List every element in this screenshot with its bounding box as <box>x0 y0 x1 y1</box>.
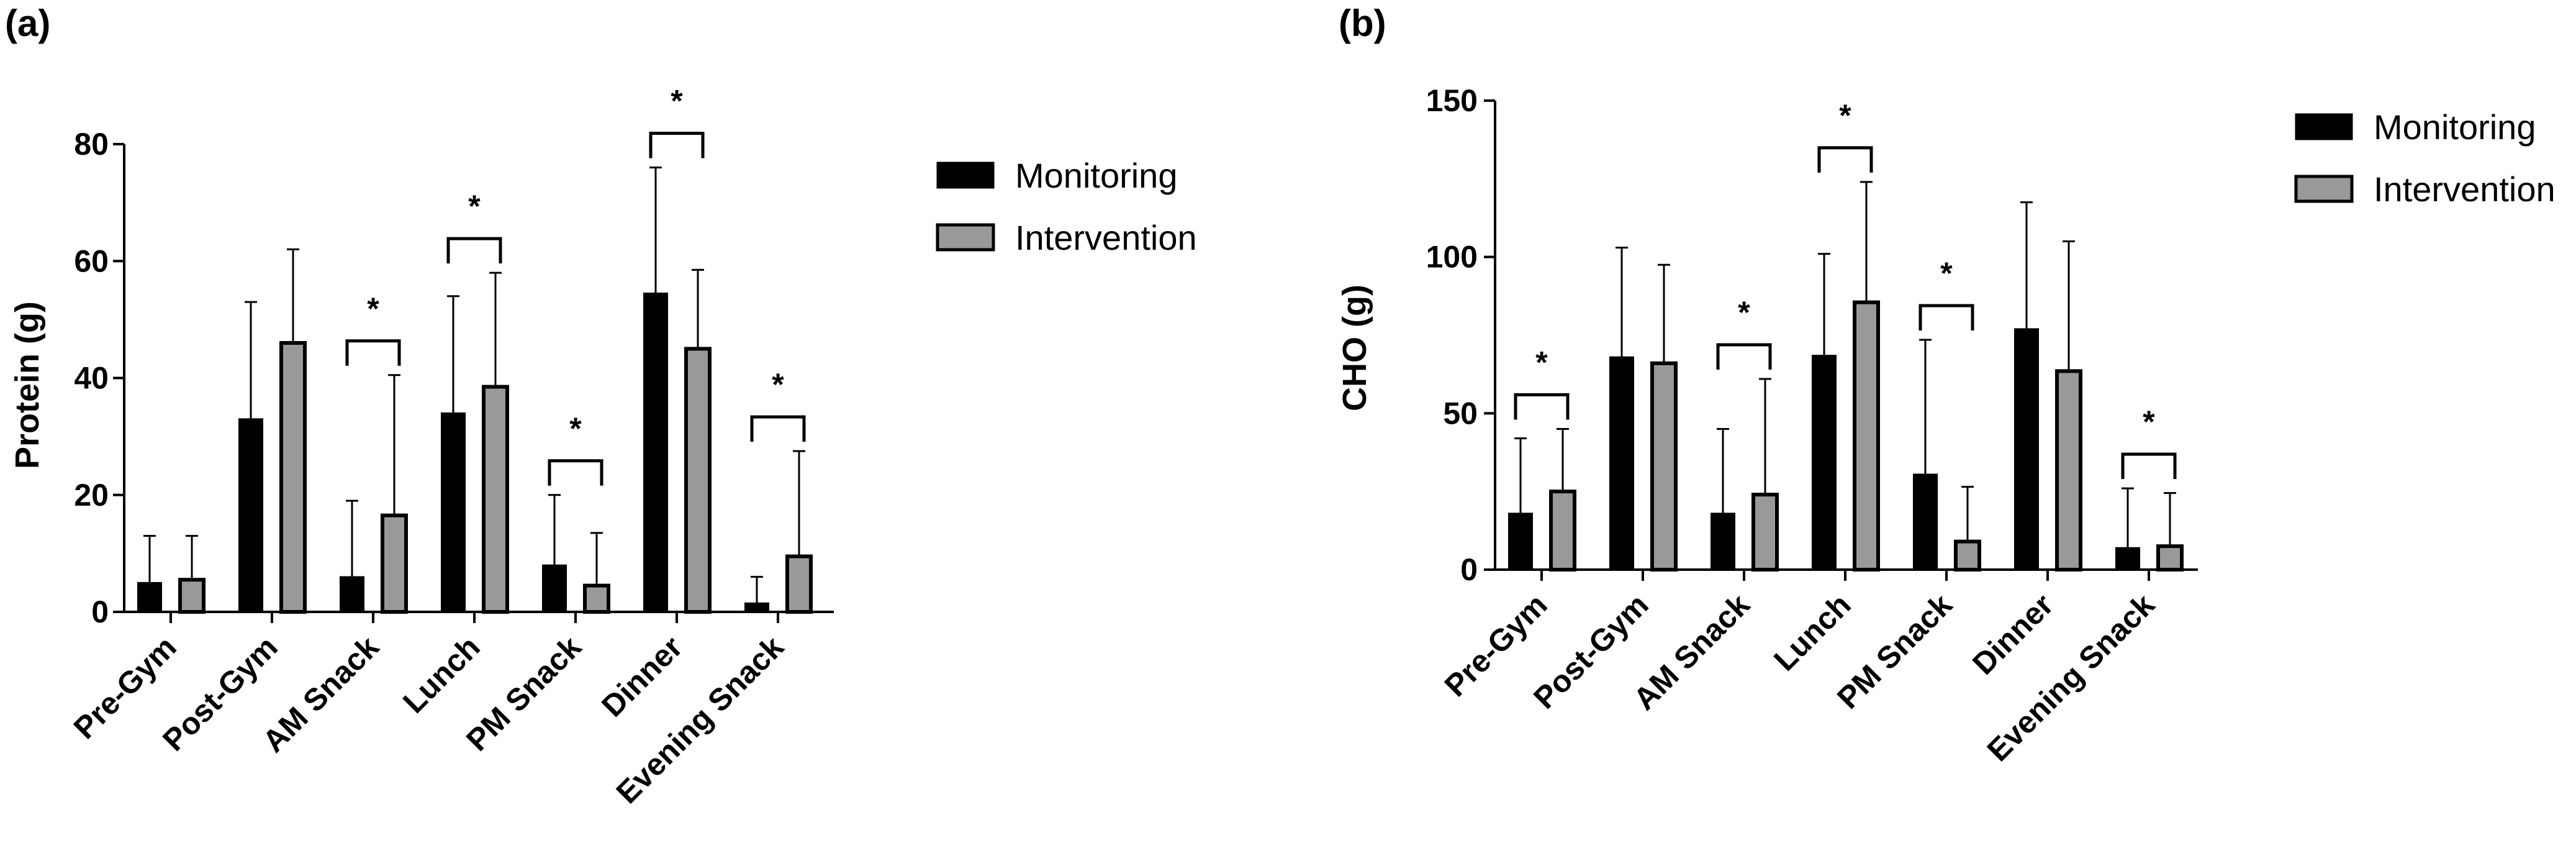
bar-a-intervention-1 <box>279 341 307 614</box>
legend-b: Monitoring Intervention <box>2294 107 2556 209</box>
legend-label-intervention-b: Intervention <box>2374 170 2556 209</box>
panel-b: (b) CHO (g) 0 50 100 150 Pre-GymPost-GymAM … <box>1336 2 2556 768</box>
significance-star-b-6: * <box>2143 404 2155 439</box>
category-label-a-3: Lunch <box>396 629 487 720</box>
y-tick-label-b-3: 150 <box>1426 83 1478 118</box>
significance-bracket-b-3 <box>1817 146 1873 173</box>
category-label-b-3: Lunch <box>1767 587 1858 678</box>
legend-swatch-intervention-b <box>2294 175 2354 203</box>
bar-b-monitoring-4 <box>1913 473 1938 570</box>
significance-star-a-4: * <box>569 411 582 446</box>
significance-bracket-a-5 <box>649 132 705 158</box>
bar-b-intervention-0 <box>1549 490 1576 572</box>
y-tick-label-b-1: 50 <box>1443 396 1478 430</box>
significance-star-b-2: * <box>1738 295 1750 330</box>
bar-b-intervention-5 <box>2055 369 2082 572</box>
significance-bracket-b-4 <box>1918 304 1974 331</box>
bar-a-monitoring-3 <box>441 412 466 613</box>
bar-b-intervention-4 <box>1954 539 1981 572</box>
bar-b-intervention-2 <box>1751 493 1779 572</box>
bar-b-intervention-6 <box>2156 544 2184 572</box>
y-tick-label-b-0: 0 <box>1460 552 1478 587</box>
significance-star-a-6: * <box>772 367 784 402</box>
significance-star-a-3: * <box>468 189 481 224</box>
bars-a <box>137 166 813 614</box>
bar-b-monitoring-0 <box>1508 512 1533 571</box>
bar-a-intervention-5 <box>684 347 712 614</box>
bar-a-monitoring-2 <box>340 576 364 613</box>
legend-label-monitoring-b: Monitoring <box>2374 107 2536 147</box>
bars-b <box>1508 181 2184 572</box>
legend-a: Monitoring Intervention <box>936 156 1197 257</box>
significance-star-b-0: * <box>1535 345 1548 380</box>
bar-a-intervention-4 <box>583 583 610 614</box>
significance-bracket-b-2 <box>1716 343 1772 370</box>
bar-a-monitoring-1 <box>238 418 263 613</box>
panel-label-b: (b) <box>1339 2 1386 44</box>
bar-b-monitoring-6 <box>2115 547 2140 570</box>
bar-b-monitoring-5 <box>2014 328 2039 571</box>
legend-swatch-monitoring-a <box>936 162 995 189</box>
significance-star-a-2: * <box>367 291 379 326</box>
y-axis-title-b: CHO (g) <box>1336 285 1373 411</box>
bar-a-monitoring-4 <box>542 564 567 613</box>
bar-b-monitoring-1 <box>1609 356 1634 570</box>
significance-star-a-5: * <box>671 84 683 119</box>
significance-bracket-a-2 <box>345 339 401 366</box>
bar-a-intervention-2 <box>381 513 408 614</box>
y-tick-label-a-1: 20 <box>74 478 109 512</box>
significance-bracket-a-6 <box>750 415 806 442</box>
bar-b-monitoring-3 <box>1812 355 1837 570</box>
legend-label-intervention-a: Intervention <box>1015 218 1197 257</box>
significance-star-b-3: * <box>1839 98 1851 133</box>
significance-bracket-b-6 <box>2121 452 2177 480</box>
panel-a: (a) Protein (g) 0 20 40 60 80 Pre-GymPost-Gy… <box>5 2 1197 810</box>
significance-bracket-a-3 <box>446 237 502 264</box>
category-label-b-5: Dinner <box>1966 587 2060 681</box>
y-tick-label-a-4: 80 <box>74 127 109 162</box>
significance-star-b-4: * <box>1940 256 1953 291</box>
bar-b-monitoring-2 <box>1711 512 1735 571</box>
significance-bracket-b-0 <box>1514 393 1570 420</box>
significance-a: * * * * * <box>345 84 806 486</box>
bar-b-intervention-3 <box>1853 300 1880 572</box>
y-tick-label-b-2: 100 <box>1426 240 1478 275</box>
significance-bracket-a-4 <box>548 459 603 486</box>
y-tick-label-a-3: 60 <box>74 244 109 278</box>
y-tick-label-a-0: 0 <box>91 594 109 629</box>
bar-a-monitoring-0 <box>137 581 162 613</box>
category-label-a-5: Dinner <box>595 629 689 724</box>
y-axis-title-a: Protein (g) <box>9 301 46 469</box>
significance-b: * * * * * <box>1514 98 2177 480</box>
panel-label-a: (a) <box>5 2 50 44</box>
legend-swatch-intervention-a <box>936 223 995 252</box>
bar-b-intervention-1 <box>1650 361 1678 572</box>
bar-a-intervention-0 <box>178 578 206 614</box>
bar-a-monitoring-6 <box>744 602 769 613</box>
y-tick-label-a-2: 40 <box>74 361 109 396</box>
bar-a-intervention-3 <box>482 385 509 614</box>
legend-swatch-monitoring-b <box>2295 113 2353 140</box>
bar-a-monitoring-5 <box>643 293 668 613</box>
legend-label-monitoring-a: Monitoring <box>1015 156 1177 195</box>
bar-a-intervention-6 <box>785 554 813 614</box>
